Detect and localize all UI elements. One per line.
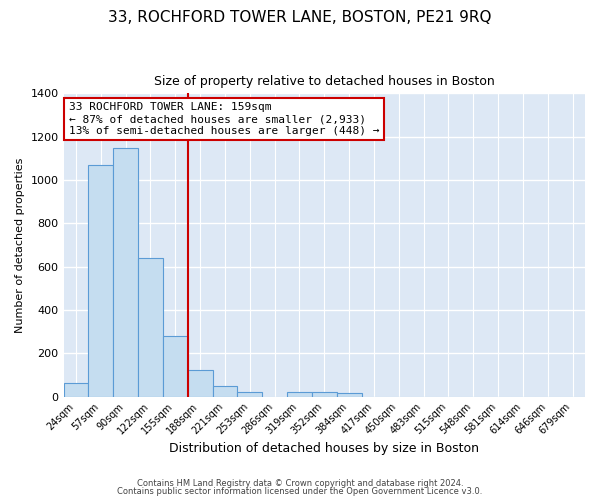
Bar <box>138 258 163 396</box>
Bar <box>287 392 312 396</box>
Bar <box>163 336 188 396</box>
Text: Contains public sector information licensed under the Open Government Licence v3: Contains public sector information licen… <box>118 487 482 496</box>
Title: Size of property relative to detached houses in Boston: Size of property relative to detached ho… <box>154 75 494 88</box>
Bar <box>113 148 138 396</box>
Bar <box>188 370 212 396</box>
Bar <box>212 386 238 396</box>
Y-axis label: Number of detached properties: Number of detached properties <box>15 158 25 332</box>
Text: Contains HM Land Registry data © Crown copyright and database right 2024.: Contains HM Land Registry data © Crown c… <box>137 478 463 488</box>
Bar <box>88 166 113 396</box>
Text: 33 ROCHFORD TOWER LANE: 159sqm
← 87% of detached houses are smaller (2,933)
13% : 33 ROCHFORD TOWER LANE: 159sqm ← 87% of … <box>69 102 379 136</box>
Bar <box>337 394 362 396</box>
Bar <box>64 383 88 396</box>
X-axis label: Distribution of detached houses by size in Boston: Distribution of detached houses by size … <box>169 442 479 455</box>
Bar <box>238 392 262 396</box>
Text: 33, ROCHFORD TOWER LANE, BOSTON, PE21 9RQ: 33, ROCHFORD TOWER LANE, BOSTON, PE21 9R… <box>108 10 492 25</box>
Bar <box>312 392 337 396</box>
